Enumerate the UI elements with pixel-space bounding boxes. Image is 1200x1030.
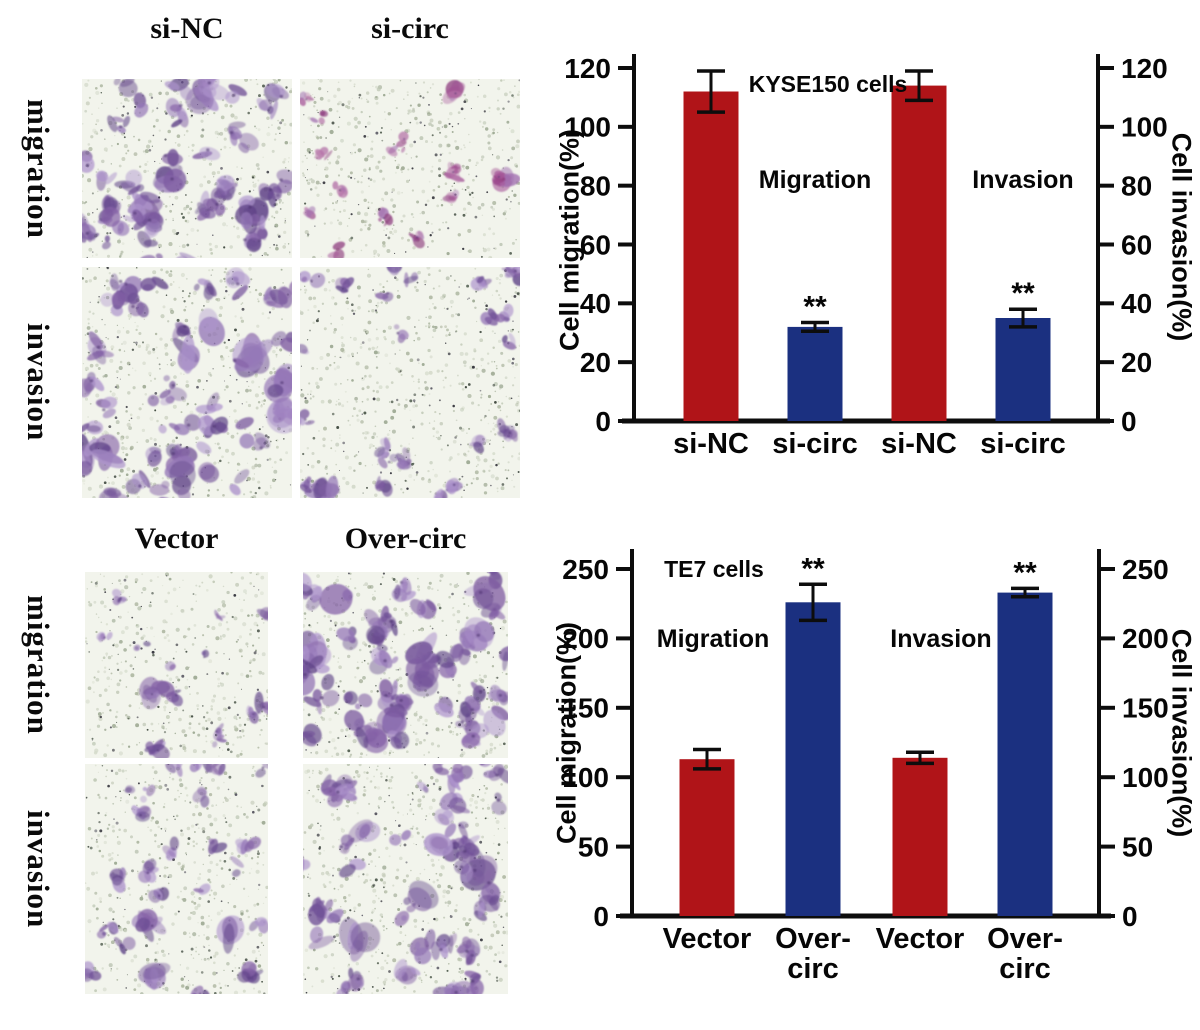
micro-image-te7-invasion-over-circ: [303, 764, 508, 994]
micro-image-te7-migration-vector: [85, 572, 268, 758]
column-header-si-circ: si-circ: [371, 12, 449, 45]
column-header-over-circ: Over-circ: [344, 522, 467, 555]
micro-image-kyse150-invasion-si-circ: [300, 267, 520, 498]
row-label-invasion-kyse150: invasion: [21, 323, 56, 442]
micro-image-kyse150-invasion-si-nc: [82, 267, 292, 498]
row-label-invasion-te7: invasion: [21, 809, 56, 929]
micro-image-te7-migration-over-circ: [303, 572, 508, 758]
micro-image-te7-invasion-vector: [85, 764, 268, 994]
column-header-si-nc: si-NC: [150, 12, 224, 45]
micro-image-kyse150-migration-si-nc: [82, 79, 292, 258]
row-label-migration-te7: migration: [21, 595, 56, 735]
micro-image-kyse150-migration-si-circ: [300, 79, 520, 258]
column-header-vector: Vector: [134, 522, 219, 555]
row-label-migration-kyse150: migration: [21, 98, 56, 239]
